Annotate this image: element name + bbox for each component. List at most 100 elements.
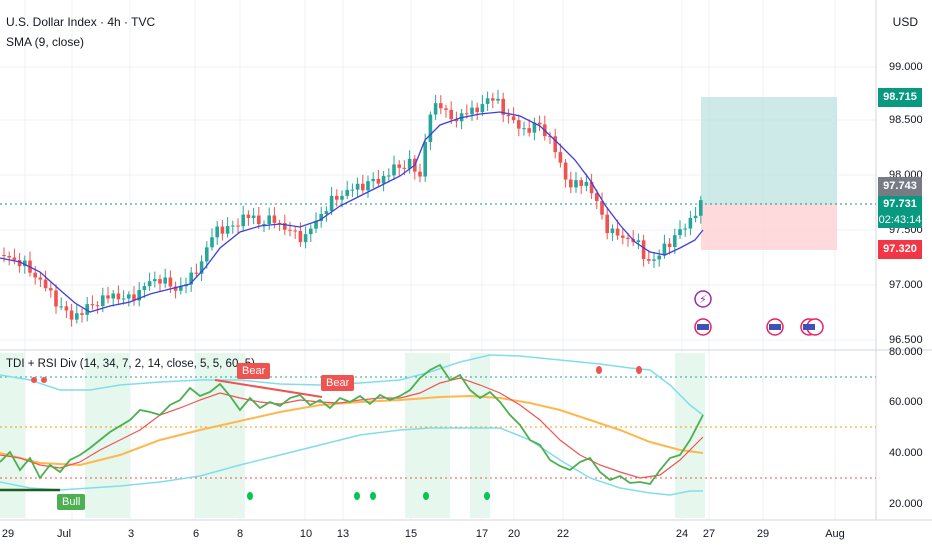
candle-body [688,218,693,229]
candle-body [511,116,516,121]
candle-body [428,114,433,142]
candle-body [189,272,193,285]
candle-body [392,164,396,176]
candle-body [43,279,48,289]
candle-body [652,259,656,261]
candle-body [153,279,157,282]
candle-body [418,171,422,177]
long-position-stop-zone[interactable] [701,204,837,250]
candle-body [179,286,183,291]
date-tick: 13 [336,528,350,540]
candle-body [454,119,459,122]
tdi-bull-dots [247,492,490,500]
svg-text:⚡: ⚡ [699,293,707,306]
tdi-legend[interactable]: TDI + RSI Div (14, 34, 7, 2, 14, close, … [6,358,255,370]
main-grid [0,0,876,520]
candle-body [12,257,17,261]
date-tick: 8 [236,528,244,540]
candle-body [215,226,219,238]
candle-body [376,178,381,184]
candlesticks[interactable] [2,89,703,327]
candle-body [574,180,578,188]
candle-body [54,290,58,307]
candle-body [199,261,204,274]
candle-body [548,136,552,138]
candle-body [496,98,500,101]
candle-body [667,243,672,247]
economic-event-icons[interactable]: ⚡ [694,290,824,336]
candle-body [673,235,677,247]
candle-body [397,164,401,168]
candle-body [80,313,84,315]
candle-body [314,220,318,229]
date-tick: 15 [404,528,418,540]
candle-body [615,228,620,236]
candle-body [335,195,339,200]
candle-body [69,310,74,320]
candle-body [485,98,490,104]
candle-body [293,230,297,232]
candle-body [584,181,589,186]
date-tick: Aug [825,528,845,540]
currency-label[interactable]: USD [892,15,918,29]
candle-body [111,293,115,299]
candle-body [257,215,261,225]
candle-body [683,228,687,230]
candle-body [527,128,531,133]
candle-body [600,201,604,215]
candle-body [699,200,703,216]
candle-body [371,178,375,182]
date-tick: 10 [299,528,313,540]
candle-body [345,189,349,196]
candle-body [38,277,43,280]
candle-body [262,223,266,225]
long-position-target-zone[interactable] [701,97,837,204]
candle-body [173,286,178,291]
symbol-title[interactable]: U.S. Dollar Index · 4h · TVC [6,15,156,29]
candle-body [579,180,583,186]
candle-body [407,158,412,169]
candle-body [329,195,334,212]
sma-line [0,111,704,313]
target-price-tag: 98.715 [878,88,922,107]
candle-body [17,260,22,267]
date-tick: 29 [756,528,770,540]
candle-body [309,228,313,235]
current-price-tag: 97.731 [878,196,922,212]
candle-body [662,243,667,256]
candle-body [532,122,537,133]
candle-body [127,294,131,299]
candle-body [90,304,95,306]
indicator-tick: 60.000 [889,396,923,408]
candle-body [610,228,615,234]
candle-body [381,175,386,184]
candle-body [283,223,287,230]
candle-body [23,260,27,267]
candle-body [475,107,479,113]
candle-body [163,277,167,284]
sma-legend[interactable]: SMA (9, close) [6,35,85,49]
candle-body [433,103,438,115]
candle-body [621,235,625,238]
date-tick: 29 [1,528,15,540]
bear-signal-label: Bear [321,375,355,391]
candle-body [210,237,214,248]
candle-body [470,107,474,115]
candle-body [272,215,277,223]
candle-body [158,279,162,284]
candle-body [142,286,147,290]
candle-body [59,306,63,308]
candle-body [444,108,448,110]
candle-body [402,167,407,169]
candle-body [2,255,6,257]
candle-body [241,214,245,227]
candle-body [303,234,308,243]
candle-body [75,313,79,320]
candle-body [626,237,630,240]
lightning-event-icon [694,290,712,308]
bear-divergence-line [214,379,323,398]
candle-body [340,195,344,200]
candle-body [423,141,427,177]
date-tick: 24 [675,528,689,540]
